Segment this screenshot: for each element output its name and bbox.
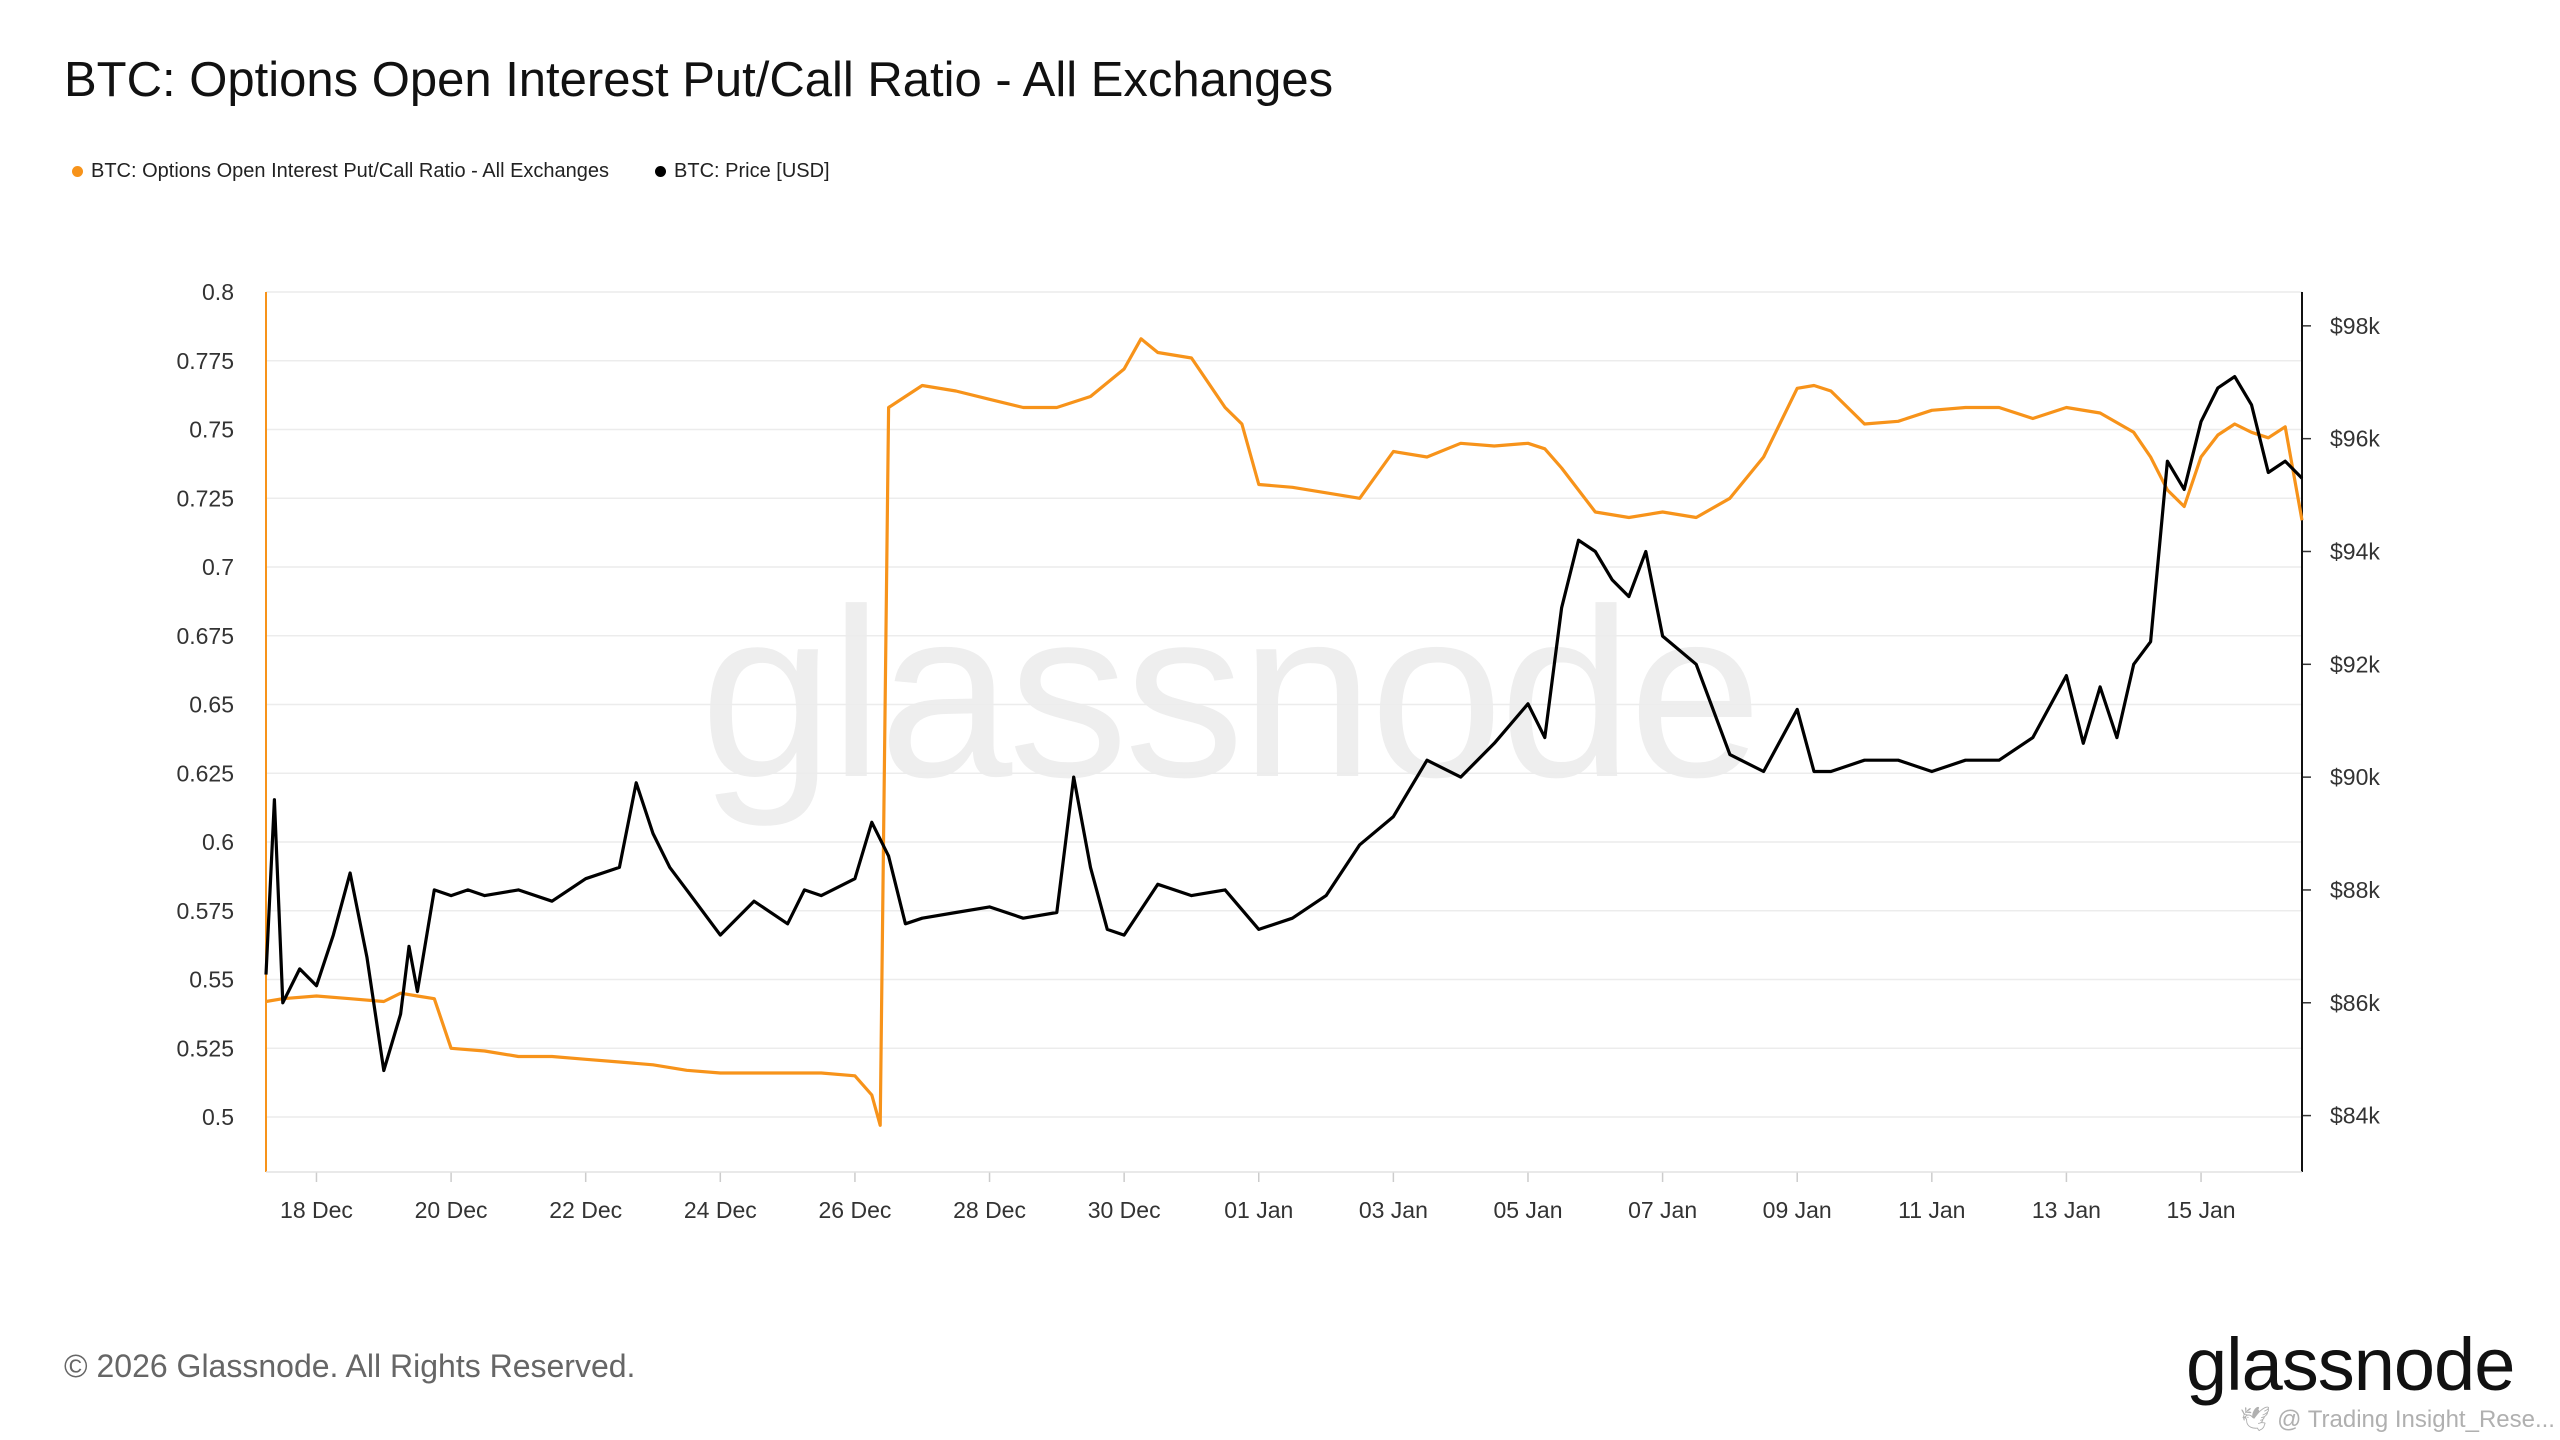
y-right-tick-label: $98k (2330, 313, 2380, 339)
y-left-tick-label: 0.75 (189, 417, 234, 443)
x-tick-label: 22 Dec (549, 1197, 622, 1223)
y-left-tick-label: 0.55 (189, 967, 234, 993)
legend-label-price: BTC: Price [USD] (674, 160, 830, 182)
y-left-tick-label: 0.625 (176, 760, 234, 786)
x-tick-label: 11 Jan (1898, 1197, 1965, 1223)
chart-title: BTC: Options Open Interest Put/Call Rati… (64, 53, 1334, 107)
y-left-tick-label: 0.8 (202, 279, 234, 305)
y-left-tick-label: 0.725 (176, 485, 234, 511)
copyright-footer: © 2026 Glassnode. All Rights Reserved. (64, 1348, 636, 1384)
legend-label-put-call-ratio: BTC: Options Open Interest Put/Call Rati… (91, 160, 610, 182)
x-tick-label: 30 Dec (1088, 1197, 1161, 1223)
x-tick-label: 13 Jan (2032, 1197, 2101, 1223)
y-right-tick-label: $92k (2330, 651, 2380, 677)
x-tick-label: 05 Jan (1493, 1197, 1562, 1223)
y-right-tick-label: $90k (2330, 764, 2380, 790)
x-tick-label: 01 Jan (1224, 1197, 1293, 1223)
x-tick-label: 07 Jan (1628, 1197, 1697, 1223)
series-line-put-call-ratio[interactable] (265, 337, 2304, 1127)
x-tick-label: 15 Jan (2167, 1197, 2236, 1223)
legend-swatch-put-call-ratio (72, 166, 83, 177)
glassnode-watermark: glassnode (700, 559, 1762, 827)
y-right-tick-label: $96k (2330, 426, 2380, 452)
y-left-tick-label: 0.525 (176, 1035, 234, 1061)
x-tick-label: 20 Dec (415, 1197, 488, 1223)
x-tick-label: 09 Jan (1763, 1197, 1832, 1223)
y-left-tick-label: 0.65 (189, 692, 234, 718)
y-left-tick-label: 0.575 (176, 898, 234, 924)
y-right-tick-label: $94k (2330, 538, 2380, 564)
y-left-tick-label: 0.775 (176, 348, 234, 374)
y-right-tick-label: $86k (2330, 990, 2380, 1016)
y-left-tick-label: 0.5 (202, 1104, 234, 1130)
legend-item-put-call-ratio[interactable]: BTC: Options Open Interest Put/Call Rati… (72, 160, 609, 183)
y-left-tick-label: 0.675 (176, 623, 234, 649)
x-tick-label: 24 Dec (684, 1197, 757, 1223)
x-tick-label: 03 Jan (1359, 1197, 1428, 1223)
y-left-tick-label: 0.6 (202, 829, 234, 855)
y-right-tick-label: $84k (2330, 1103, 2380, 1129)
y-right-tick-label: $88k (2330, 877, 2380, 903)
x-tick-label: 28 Dec (953, 1197, 1026, 1223)
y-left-tick-label: 0.7 (202, 554, 234, 580)
legend: BTC: Options Open Interest Put/Call Rati… (72, 160, 830, 183)
x-tick-label: 18 Dec (280, 1197, 353, 1223)
series-line-btc-price[interactable] (264, 375, 2304, 1073)
glassnode-logo: glassnode (2186, 1323, 2515, 1406)
source-credit: 🕊 @ Trading Insight_Rese... (2240, 1406, 2555, 1433)
legend-item-price[interactable]: BTC: Price [USD] (655, 160, 830, 183)
x-tick-label: 26 Dec (818, 1197, 891, 1223)
legend-swatch-price (655, 166, 667, 177)
